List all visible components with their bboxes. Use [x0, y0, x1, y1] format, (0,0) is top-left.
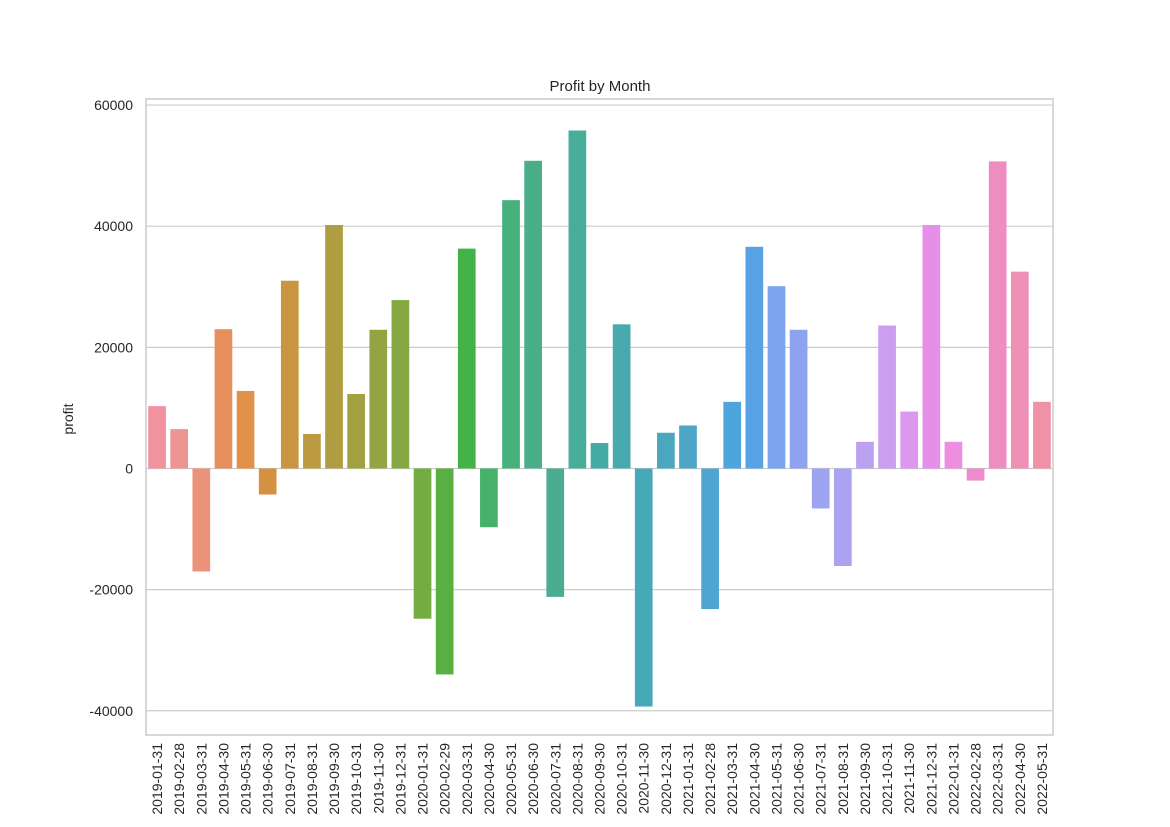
bar-2020-10-31	[612, 324, 631, 469]
y-axis-label: profit	[60, 403, 76, 434]
x-tick-label: 2020-11-30	[636, 743, 652, 814]
y-tick-labels: -40000 -20000 0 20000 40000 60000	[89, 97, 133, 719]
x-tick-label: 2019-12-31	[392, 743, 408, 815]
bar-2020-01-31	[413, 468, 432, 619]
bar-2020-02-29	[435, 468, 454, 675]
x-tick-label: 2020-03-31	[459, 743, 475, 815]
x-tick-label: 2021-10-31	[879, 743, 895, 815]
y-tick-label: 60000	[94, 97, 133, 113]
x-tick-label: 2020-04-30	[481, 743, 497, 815]
bar-2019-12-31	[391, 300, 410, 469]
bar-2019-11-30	[369, 329, 388, 469]
bar-2020-06-30	[524, 160, 542, 469]
bar-2021-01-31	[679, 425, 697, 469]
x-tick-label: 2021-09-30	[857, 743, 873, 815]
bar-2021-07-31	[811, 468, 830, 509]
bar-2022-04-30	[1010, 271, 1029, 469]
bar-2019-04-30	[214, 329, 233, 469]
x-tick-label: 2019-04-30	[215, 743, 231, 815]
x-tick-label: 2021-05-31	[768, 743, 784, 815]
x-tick-label: 2020-10-31	[614, 743, 630, 815]
y-tick-label: 20000	[94, 339, 133, 355]
x-tick-label: 2019-08-31	[304, 743, 320, 815]
bar-2020-07-31	[546, 468, 565, 597]
bar-2022-03-31	[988, 161, 1007, 469]
bar-2022-01-31	[944, 441, 963, 469]
bar-2021-02-28	[701, 468, 719, 610]
x-tick-label: 2022-04-30	[1012, 743, 1028, 815]
bars	[148, 130, 1051, 707]
x-tick-label: 2022-01-31	[945, 743, 961, 815]
x-tick-label: 2019-06-30	[260, 743, 276, 815]
x-tick-label: 2020-02-29	[437, 743, 453, 815]
y-tick-label: -20000	[89, 582, 133, 598]
x-tick-label: 2020-06-30	[525, 743, 541, 815]
x-tick-label: 2019-11-30	[370, 743, 386, 814]
x-tick-label: 2021-06-30	[791, 743, 807, 815]
bar-2019-09-30	[325, 224, 343, 469]
bar-2019-02-28	[170, 429, 189, 469]
chart-title: Profit by Month	[550, 78, 651, 95]
x-tick-labels: 2019-01-31 2019-02-28 2019-03-31 2019-04-30…	[149, 743, 1050, 815]
bar-2021-04-30	[745, 246, 764, 469]
y-tick-label: 0	[125, 460, 133, 476]
bar-2021-09-30	[856, 441, 874, 469]
bar-2019-01-31	[148, 406, 166, 469]
x-tick-label: 2019-02-28	[171, 743, 187, 815]
x-tick-label: 2020-01-31	[415, 743, 431, 815]
x-tick-label: 2020-12-31	[658, 743, 674, 815]
bar-2022-02-28	[966, 468, 985, 481]
x-tick-label: 2021-07-31	[813, 743, 829, 815]
x-tick-label: 2021-08-31	[835, 743, 851, 815]
x-tick-label: 2021-03-31	[724, 743, 740, 815]
bar-2020-12-31	[657, 432, 675, 469]
bar-2019-05-31	[236, 390, 255, 469]
plot-frame	[145, 98, 1054, 736]
x-tick-label: 2019-10-31	[348, 743, 364, 815]
x-tick-label: 2020-08-31	[569, 743, 585, 815]
bar-2019-08-31	[303, 433, 321, 469]
bar-2019-10-31	[347, 393, 366, 469]
bar-2021-05-31	[767, 286, 786, 469]
x-tick-label: 2020-07-31	[547, 743, 563, 815]
bar-2021-06-30	[789, 329, 808, 469]
x-tick-label: 2019-03-31	[193, 743, 209, 815]
y-tick-label: 40000	[94, 218, 133, 234]
x-tick-label: 2021-12-31	[923, 743, 939, 815]
x-tick-label: 2021-11-30	[901, 743, 917, 814]
bar-2021-11-30	[900, 411, 919, 469]
bar-2020-08-31	[568, 130, 587, 469]
x-tick-label: 2022-02-28	[968, 743, 984, 815]
bar-2019-06-30	[258, 468, 277, 495]
bar-2021-12-31	[922, 224, 941, 469]
bar-2020-11-30	[634, 468, 653, 707]
x-tick-label: 2019-07-31	[282, 743, 298, 815]
y-tick-label: -40000	[89, 703, 133, 719]
bar-2021-08-31	[833, 468, 852, 567]
bar-2020-09-30	[590, 443, 609, 469]
bar-2019-03-31	[192, 468, 211, 572]
x-tick-label: 2022-05-31	[1034, 743, 1050, 815]
x-tick-label: 2019-01-31	[149, 743, 165, 815]
bar-2020-04-30	[480, 468, 498, 528]
x-tick-label: 2021-02-28	[702, 743, 718, 815]
x-tick-label: 2019-05-31	[238, 743, 254, 815]
bar-2020-05-31	[502, 200, 520, 469]
bar-2021-03-31	[723, 401, 742, 469]
bar-2019-07-31	[280, 280, 299, 469]
bar-2021-10-31	[878, 325, 896, 469]
x-tick-label: 2019-09-30	[326, 743, 342, 815]
x-tick-label: 2021-01-31	[680, 743, 696, 815]
x-tick-label: 2020-09-30	[592, 743, 608, 815]
bar-2022-05-31	[1033, 401, 1051, 469]
x-tick-label: 2020-05-31	[503, 743, 519, 815]
x-tick-label: 2022-03-31	[990, 743, 1006, 815]
x-tick-label: 2021-04-30	[746, 743, 762, 815]
bar-2020-03-31	[457, 248, 476, 469]
